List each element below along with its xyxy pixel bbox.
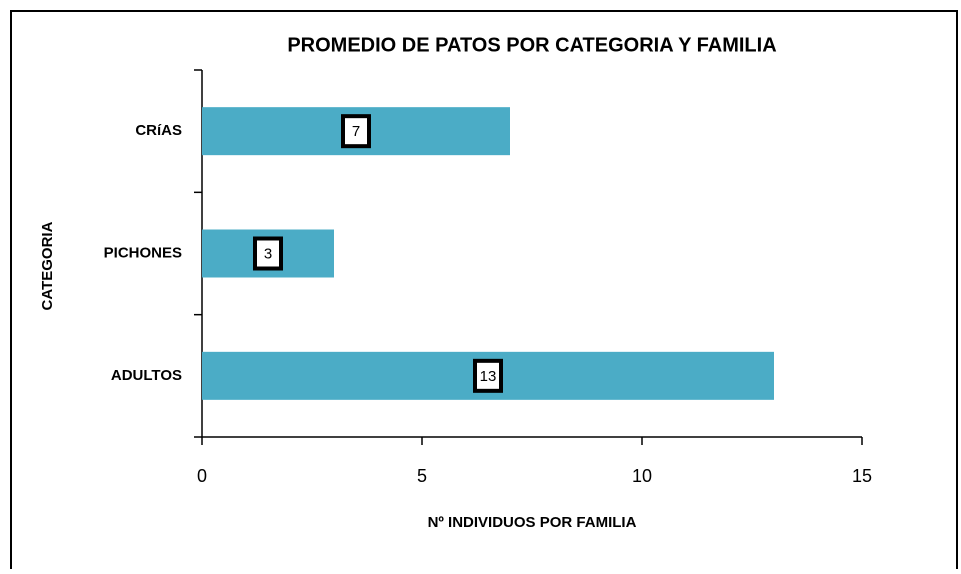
y-tick-label: CRíAS bbox=[135, 122, 182, 139]
chart-title: PROMEDIO DE PATOS POR CATEGORIA Y FAMILI… bbox=[287, 34, 776, 56]
x-axis-title: Nº INDIVIDUOS POR FAMILIA bbox=[428, 514, 637, 531]
data-label-box bbox=[473, 358, 503, 393]
y-tick-label: ADULTOS bbox=[111, 367, 182, 384]
x-tick-label: 10 bbox=[632, 466, 652, 486]
data-label: 7 bbox=[352, 123, 360, 140]
data-label: 13 bbox=[480, 368, 497, 385]
x-tick-label: 15 bbox=[852, 466, 872, 486]
data-label-box bbox=[341, 114, 371, 149]
data-label-box bbox=[253, 236, 283, 271]
y-tick-label: PICHONES bbox=[104, 244, 182, 261]
data-label: 3 bbox=[264, 245, 272, 262]
x-tick-label: 5 bbox=[417, 466, 427, 486]
x-tick-label: 0 bbox=[197, 466, 207, 486]
chart-border bbox=[10, 10, 958, 572]
y-axis-title: CATEGORIA bbox=[39, 221, 56, 310]
